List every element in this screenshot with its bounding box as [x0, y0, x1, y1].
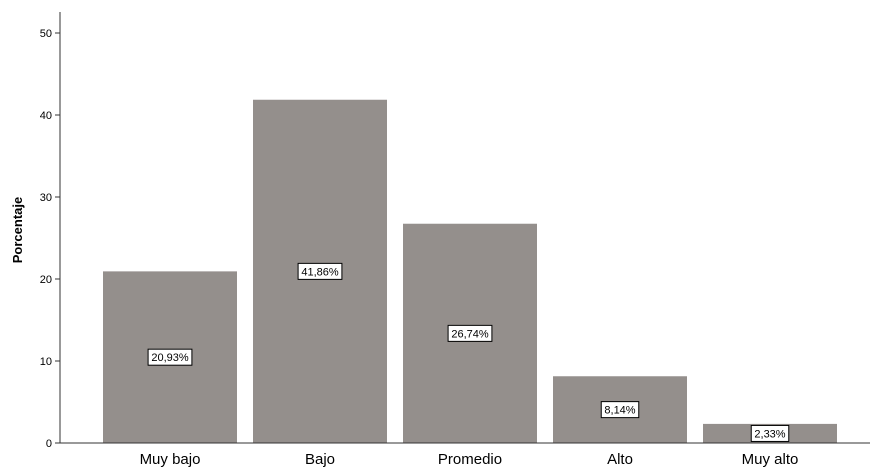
- data-label-box: [147, 348, 193, 366]
- y-tick-label: 10: [40, 356, 52, 368]
- data-label: 8,14%: [600, 401, 640, 419]
- y-tick-label: 30: [40, 192, 52, 204]
- data-label-box: [600, 401, 640, 419]
- data-label-text: 20,93%: [151, 352, 189, 364]
- data-label-text: 26,74%: [451, 328, 489, 340]
- data-label-text: 41,86%: [301, 266, 339, 278]
- data-labels-layer: 20,93% 41,86% 26,74% 8,14% 2,33%: [147, 262, 790, 442]
- data-label-box: [447, 324, 493, 342]
- x-tick-label: Muy bajo: [140, 451, 201, 468]
- x-tick-label: Muy alto: [742, 451, 799, 468]
- bars-layer: [103, 99, 837, 444]
- y-axis: 0 10 20 30 40 50: [40, 12, 61, 450]
- data-label-box: [297, 262, 343, 280]
- data-label: 41,86%: [297, 262, 343, 280]
- y-tick-label: 40: [40, 110, 52, 122]
- data-label-text: 8,14%: [604, 405, 635, 417]
- x-tick-label: Promedio: [438, 451, 502, 468]
- data-label: 2,33%: [750, 424, 790, 442]
- y-axis-label: Porcentaje: [10, 197, 25, 263]
- x-axis: Muy bajo Bajo Promedio Alto Muy alto: [60, 442, 870, 468]
- y-tick-label: 50: [40, 28, 52, 40]
- x-tick-label: Alto: [607, 451, 633, 468]
- data-label-text: 2,33%: [754, 428, 785, 440]
- x-tick-label: Bajo: [305, 451, 335, 468]
- y-tick-label: 0: [46, 438, 52, 450]
- y-tick-label: 20: [40, 274, 52, 286]
- data-label-box: [750, 424, 790, 442]
- data-label: 26,74%: [447, 324, 493, 342]
- data-label: 20,93%: [147, 348, 193, 366]
